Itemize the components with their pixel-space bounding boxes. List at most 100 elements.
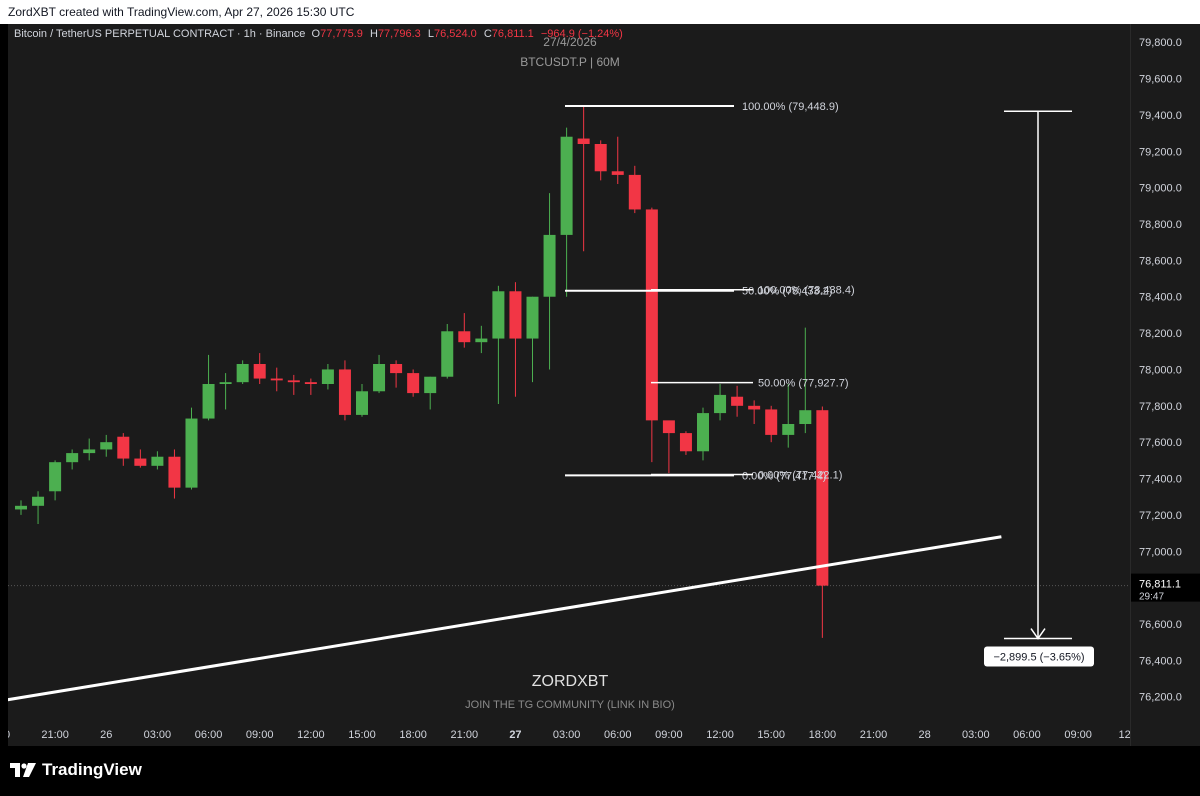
price-tick-label: 79,600.0 — [1139, 74, 1182, 86]
candle-body — [253, 364, 266, 379]
price-tick-label: 78,800.0 — [1139, 219, 1182, 231]
created-with-text: ZordXBT created with TradingView.com, Ap… — [8, 5, 355, 19]
time-tick-label: 09:00 — [655, 729, 683, 741]
open-value: 77,775.9 — [320, 28, 363, 40]
time-tick-label: 12:0 — [1119, 729, 1130, 741]
candle-body — [731, 396, 744, 406]
time-tick-label: 12:00 — [297, 729, 325, 741]
time-tick-label: 06:00 — [604, 729, 632, 741]
candlestick-plot[interactable]: 27/4/2026 BTCUSDT.P | 60M ZORDXBT JOIN T… — [8, 24, 1130, 746]
time-tick-label: 18:00 — [399, 729, 427, 741]
chart-attribution-bar: ZordXBT created with TradingView.com, Ap… — [0, 0, 1200, 24]
candle-body — [304, 382, 317, 384]
candle-body — [441, 331, 454, 377]
candle-body — [816, 410, 829, 586]
time-tick-label: 03:00 — [553, 729, 581, 741]
candle-body — [151, 456, 164, 466]
fib-a-level-label: 50.00% (78,433.2) — [742, 286, 833, 298]
candle-body — [594, 144, 607, 172]
candle-body — [100, 442, 113, 450]
candle-body — [577, 138, 590, 144]
candle-body — [338, 369, 351, 415]
symbol-legend: Bitcoin / TetherUS PERPETUAL CONTRACT · … — [14, 28, 627, 40]
fib-a-level-label: 100.00% (79,448.9) — [742, 101, 839, 113]
time-tick-label: 26 — [100, 729, 112, 741]
time-tick-label: 28 — [919, 729, 931, 741]
footer-bar: TradingView — [0, 746, 1200, 796]
time-tick-label: 03:00 — [962, 729, 990, 741]
candle-body — [799, 410, 812, 424]
time-tick-label: 12:00 — [706, 729, 734, 741]
price-tick-label: 79,000.0 — [1139, 183, 1182, 195]
time-tick-label: 21:00 — [41, 729, 69, 741]
candle-body — [373, 364, 386, 392]
candle-body — [49, 462, 62, 492]
candle-body — [270, 378, 283, 381]
candle-body — [287, 380, 300, 383]
price-tick-label: 77,400.0 — [1139, 474, 1182, 486]
low-label: L — [427, 28, 434, 40]
price-tick-label: 79,800.0 — [1139, 37, 1182, 49]
time-tick-label: 15:00 — [348, 729, 376, 741]
high-value: 77,796.3 — [377, 28, 421, 40]
time-tick-label: 27 — [509, 729, 521, 741]
time-tick-label: 00 — [8, 729, 10, 741]
watermark-tagline: JOIN THE TG COMMUNITY (LINK IN BIO) — [465, 699, 675, 711]
candle-body — [697, 413, 709, 452]
price-tick-label: 76,200.0 — [1139, 692, 1182, 704]
candle-body — [611, 171, 624, 175]
watermark-layer: 27/4/2026 BTCUSDT.P | 60M ZORDXBT JOIN T… — [465, 35, 675, 711]
fib-a-level-label: 0.00% (77,417.4) — [742, 470, 826, 482]
fib-b-level-label: 100.00% (78,438.4) — [758, 285, 855, 297]
candle-body — [560, 136, 573, 235]
time-tick-label: 18:00 — [809, 729, 837, 741]
drawings-layer: 100.00% (79,448.9) 50.00% (78,433.2) 0.00%… — [8, 101, 1094, 702]
candle-body — [628, 174, 641, 210]
price-tick-label: 79,400.0 — [1139, 110, 1182, 122]
time-tick-label: 06:00 — [195, 729, 223, 741]
change-value: −964.9 (−1.24%) — [540, 28, 623, 40]
chart-area[interactable]: 27/4/2026 BTCUSDT.P | 60M ZORDXBT JOIN T… — [8, 24, 1130, 746]
tradingview-logo-text: TradingView — [42, 760, 142, 779]
last-price-tag-value: 76,811.1 — [1139, 579, 1181, 591]
candle-body — [424, 376, 437, 394]
support-trendline — [8, 535, 1002, 702]
candle-body — [356, 391, 368, 415]
candle-body — [645, 209, 658, 421]
candle-body — [407, 373, 420, 394]
candle-body — [66, 453, 79, 463]
candle-body — [509, 291, 522, 339]
price-tick-label: 78,600.0 — [1139, 255, 1182, 267]
candle-body — [543, 234, 556, 297]
candle-body — [117, 436, 130, 459]
last-price-tag-bg — [1131, 573, 1200, 602]
low-value: 76,524.0 — [433, 28, 477, 40]
candles-layer — [15, 105, 829, 638]
candle-body — [202, 384, 215, 419]
tradingview-logo-icon — [10, 763, 36, 777]
candle-body — [321, 369, 334, 384]
price-tick-label: 79,200.0 — [1139, 146, 1182, 158]
candle-body — [526, 296, 539, 339]
price-axis[interactable]: 76,200.076,400.076,600.076,800.077,000.0… — [1131, 24, 1200, 746]
candle-body — [475, 338, 488, 343]
price-tick-label: 76,600.0 — [1139, 619, 1182, 631]
candle-body — [714, 394, 727, 414]
open-label: O — [311, 28, 321, 40]
close-label: C — [483, 28, 492, 40]
symbol-title: Bitcoin / TetherUS PERPETUAL CONTRACT · … — [14, 28, 306, 40]
close-value: 76,811.1 — [491, 28, 534, 40]
time-tick-label: 03:00 — [144, 729, 172, 741]
candle-body — [168, 456, 181, 488]
candle-body — [748, 405, 761, 410]
candle-body — [679, 433, 692, 452]
watermark-date: 27/4/2026 — [543, 35, 597, 49]
candle-body — [765, 409, 778, 435]
tradingview-logo[interactable]: TradingView — [10, 760, 142, 780]
time-tick-label: 06:00 — [1013, 729, 1041, 741]
candle-body — [32, 496, 45, 506]
candle-body — [83, 449, 96, 454]
price-scale[interactable]: 76,200.076,400.076,600.076,800.077,000.0… — [1130, 24, 1200, 746]
price-tick-label: 77,200.0 — [1139, 510, 1182, 522]
candle-body — [219, 382, 232, 384]
